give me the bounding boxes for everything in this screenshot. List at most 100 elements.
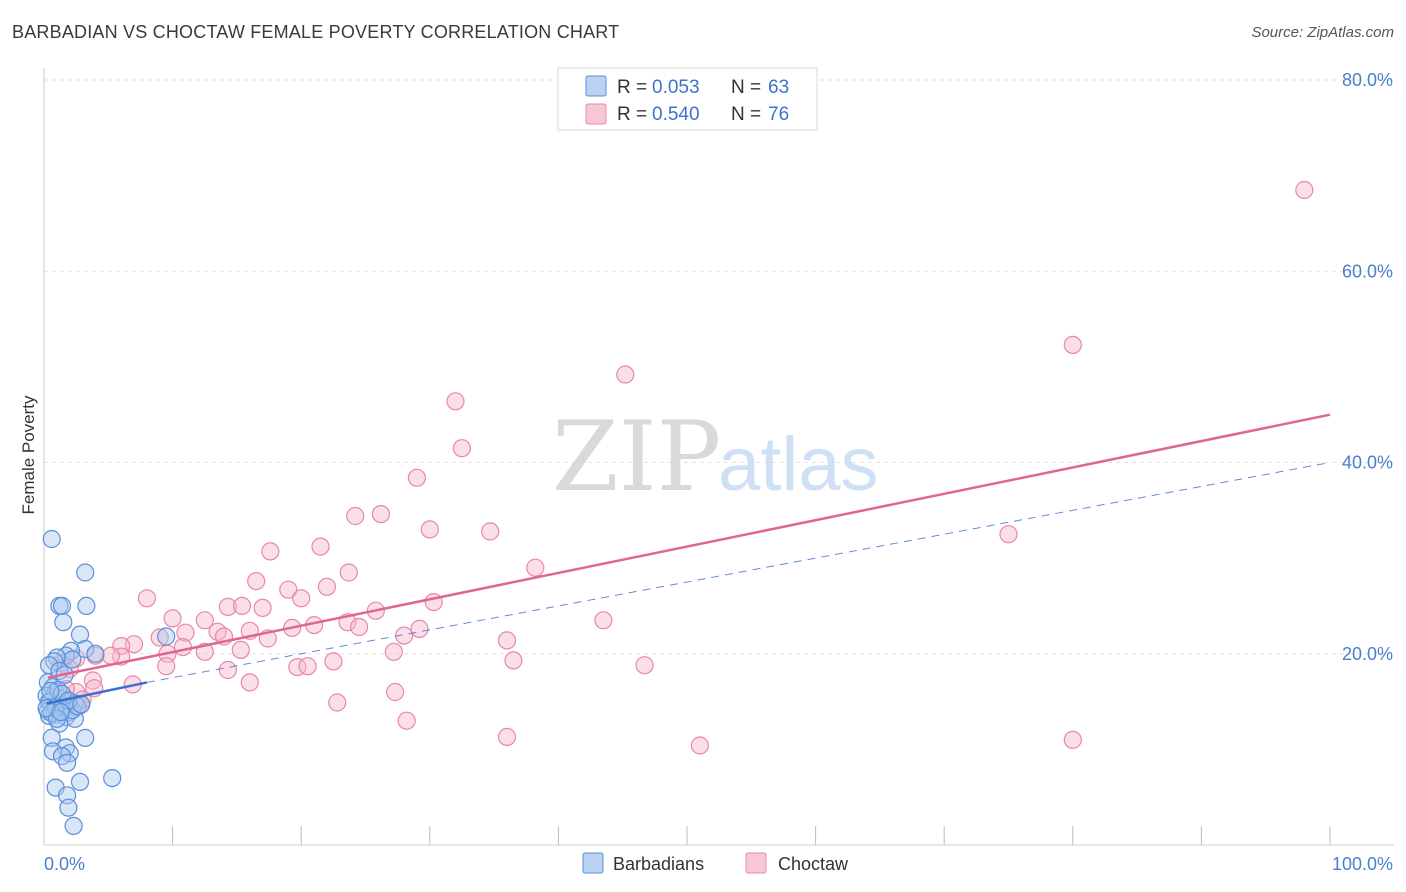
legend-box: R = 0.053 N = 63 R = 0.540 N = 76 xyxy=(557,67,818,131)
point-choctaw-39 xyxy=(150,628,169,647)
point-choctaw-7 xyxy=(371,504,390,524)
point-choctaw-61 xyxy=(83,671,103,690)
gridlines xyxy=(44,79,1394,655)
point-choctaw-60 xyxy=(240,673,259,692)
point-barbadians-6 xyxy=(70,625,90,644)
watermark: ZIP atlas xyxy=(552,401,879,513)
legend-swatch-choctaw xyxy=(585,103,607,125)
point-barbadians-42 xyxy=(57,753,77,772)
point-barbadians-60 xyxy=(41,681,60,701)
point-barbadians-37 xyxy=(76,728,95,748)
point-choctaw-19 xyxy=(137,589,156,608)
point-choctaw-68 xyxy=(328,693,347,712)
point-barbadians-8 xyxy=(76,639,95,659)
y-tick-label-80: 80.0% xyxy=(1342,70,1393,90)
point-choctaw-12 xyxy=(261,542,280,561)
legend-r-label-1: R = xyxy=(617,77,647,98)
x-tick-labels: 0.0% 100.0% xyxy=(44,854,1393,874)
watermark-atlas: atlas xyxy=(718,422,879,507)
point-choctaw-20 xyxy=(218,597,237,617)
trend-line-barbadians-dashed xyxy=(146,462,1331,683)
point-barbadians-47 xyxy=(59,798,78,817)
point-choctaw-16 xyxy=(317,577,336,596)
point-barbadians-43 xyxy=(70,772,90,792)
point-choctaw-37 xyxy=(395,626,414,645)
point-choctaw-1 xyxy=(1063,335,1082,354)
bottom-legend-label-choctaw: Choctaw xyxy=(778,854,849,874)
point-choctaw-18 xyxy=(292,589,311,608)
point-barbadians-1 xyxy=(76,563,95,582)
point-choctaw-49 xyxy=(324,652,343,671)
legend-n-label-1: N = xyxy=(731,77,761,98)
source-label: Source: ZipAtlas.com xyxy=(1251,24,1394,41)
x-tick-label-min: 0.0% xyxy=(44,854,85,874)
point-barbadians-4 xyxy=(77,596,96,616)
point-choctaw-4 xyxy=(452,439,471,458)
point-choctaw-32 xyxy=(410,619,429,639)
point-choctaw-28 xyxy=(594,611,613,630)
legend-swatch-barbadians xyxy=(585,75,607,97)
point-choctaw-3 xyxy=(446,392,465,411)
legend-r-label-2: R = xyxy=(617,104,647,125)
point-choctaw-75 xyxy=(101,646,121,665)
x-tick-label-max: 100.0% xyxy=(1332,854,1393,874)
point-choctaw-57 xyxy=(635,656,654,675)
y-axis-label: Female Poverty xyxy=(19,395,38,515)
point-choctaw-10 xyxy=(999,525,1018,544)
point-choctaw-65 xyxy=(386,682,405,702)
point-barbadians-44 xyxy=(103,768,122,788)
point-choctaw-6 xyxy=(346,506,365,526)
y-tick-labels: 20.0% 40.0% 60.0% 80.0% xyxy=(1342,70,1393,664)
point-choctaw-25 xyxy=(163,609,182,628)
point-barbadians-48 xyxy=(64,816,83,836)
bottom-legend-label-barbadians: Barbadians xyxy=(613,854,704,874)
point-choctaw-38 xyxy=(497,631,517,650)
point-choctaw-15 xyxy=(247,571,266,591)
y-tick-label-20: 20.0% xyxy=(1342,644,1393,664)
point-choctaw-2 xyxy=(616,365,635,384)
point-choctaw-50 xyxy=(504,651,523,670)
chart-title: BARBADIAN VS CHOCTAW FEMALE POVERTY CORR… xyxy=(12,22,620,42)
point-choctaw-59 xyxy=(218,660,237,680)
point-choctaw-70 xyxy=(497,727,517,747)
point-choctaw-72 xyxy=(1063,730,1082,749)
trend-line-choctaw xyxy=(47,413,1331,679)
point-barbadians-12 xyxy=(63,650,82,669)
point-barbadians-3 xyxy=(52,596,72,616)
bottom-legend-swatch-barbadians xyxy=(582,852,604,874)
point-choctaw-21 xyxy=(232,596,252,616)
data-points xyxy=(37,180,1314,836)
point-barbadians-5 xyxy=(54,613,73,632)
y-tick-label-40: 40.0% xyxy=(1342,453,1393,473)
legend-n-label-2: N = xyxy=(731,104,761,125)
point-choctaw-5 xyxy=(407,468,426,487)
bottom-legend: Barbadians Choctaw xyxy=(582,852,849,874)
point-choctaw-0 xyxy=(1295,180,1314,200)
point-choctaw-43 xyxy=(173,637,192,657)
trend-lines xyxy=(46,413,1331,705)
point-choctaw-11 xyxy=(311,537,330,556)
point-choctaw-71 xyxy=(690,736,710,755)
point-choctaw-45 xyxy=(231,640,250,660)
legend-r-value-2: 0.540 xyxy=(652,104,700,125)
point-choctaw-14 xyxy=(339,563,358,582)
point-choctaw-22 xyxy=(253,598,272,618)
point-choctaw-35 xyxy=(176,623,195,642)
point-choctaw-46 xyxy=(384,642,403,661)
point-choctaw-17 xyxy=(279,580,298,599)
legend-n-value-2: 76 xyxy=(768,104,789,125)
point-choctaw-54 xyxy=(157,657,176,676)
point-barbadians-58 xyxy=(37,699,56,718)
point-barbadians-36 xyxy=(42,728,61,748)
watermark-zip: ZIP xyxy=(552,401,721,513)
point-barbadians-0 xyxy=(42,529,61,549)
bottom-legend-swatch-choctaw xyxy=(745,852,767,874)
trend-line-barbadians xyxy=(46,681,148,705)
point-barbadians-10 xyxy=(86,644,105,663)
point-choctaw-69 xyxy=(397,711,416,730)
legend-r-value-1: 0.053 xyxy=(652,77,700,98)
point-choctaw-13 xyxy=(526,558,545,577)
legend-n-value-1: 63 xyxy=(768,77,789,98)
y-tick-label-60: 60.0% xyxy=(1342,261,1393,281)
